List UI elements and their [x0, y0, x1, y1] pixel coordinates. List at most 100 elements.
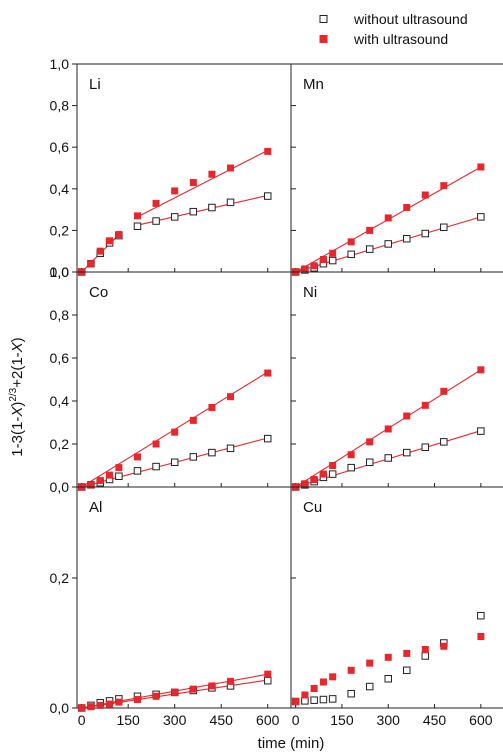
y-tick-label: 0,0 — [50, 700, 70, 716]
point-with-ultrasound — [310, 685, 318, 692]
point-with-ultrasound — [87, 260, 95, 268]
panel-mn: Mn — [290, 63, 503, 276]
point-with-ultrasound — [171, 428, 179, 436]
point-without-ultrasound — [421, 443, 430, 451]
x-tick-label: 600 — [256, 712, 280, 728]
point-with-ultrasound — [152, 692, 160, 700]
point-with-ultrasound — [115, 464, 123, 472]
point-without-ultrasound — [328, 470, 337, 478]
y-tick-label: 0,4 — [50, 181, 70, 197]
legend-label-with: with ultrasound — [353, 31, 448, 47]
point-with-ultrasound — [152, 440, 160, 448]
point-without-ultrasound — [152, 462, 160, 471]
point-with-ultrasound — [189, 416, 197, 424]
point-with-ultrasound — [208, 170, 216, 178]
point-without-ultrasound — [384, 454, 392, 462]
point-without-ultrasound — [403, 448, 411, 457]
point-with-ultrasound — [171, 187, 179, 195]
point-with-ultrasound — [384, 653, 392, 661]
x-tick-label: 150 — [116, 712, 140, 728]
x-axis-title: time (min) — [258, 735, 325, 752]
point-with-ultrasound — [106, 237, 114, 245]
panel-co: 0,0 0,2 0,4 0,6 0,8 1,0 Co — [50, 264, 291, 495]
y-tick-label: 1,0 — [50, 264, 70, 280]
point-with-ultrasound — [384, 425, 392, 433]
point-with-ultrasound — [227, 164, 235, 172]
point-without-ultrasound — [263, 434, 272, 443]
point-without-ultrasound — [347, 463, 355, 472]
x-tick-label: 600 — [469, 712, 493, 728]
point-with-ultrasound — [133, 212, 141, 220]
y-tick-label: 0,0 — [50, 264, 70, 280]
point-with-ultrasound — [477, 633, 485, 640]
point-without-ultrasound — [170, 458, 179, 467]
point-with-ultrasound — [189, 179, 197, 187]
point-with-ultrasound — [366, 659, 374, 667]
y-axis-title-part: 1-3(1- — [9, 417, 26, 457]
point-with-ultrasound — [87, 703, 95, 711]
y-axis-title-exponent: 2/3 — [8, 387, 19, 401]
point-with-ultrasound — [440, 387, 448, 395]
point-with-ultrasound — [421, 646, 429, 653]
y-tick-label: 0,2 — [50, 222, 70, 238]
point-without-ultrasound — [440, 438, 448, 446]
point-with-ultrasound — [152, 199, 160, 207]
point-without-ultrasound — [365, 682, 374, 691]
legend-marker-with — [319, 35, 328, 43]
point-without-ultrasound — [133, 467, 142, 475]
point-with-ultrasound — [106, 471, 114, 479]
point-with-ultrasound — [292, 698, 300, 705]
point-without-ultrasound — [403, 666, 411, 675]
point-with-ultrasound — [96, 477, 104, 485]
y-tick-label: 0,6 — [50, 139, 70, 155]
point-without-ultrasound — [208, 203, 216, 212]
x-tick-label: 300 — [377, 712, 401, 728]
x-tick-label: 450 — [210, 712, 234, 728]
point-without-ultrasound — [421, 652, 430, 660]
panel-cu: 0 150 300 450 600 Cu — [290, 486, 503, 728]
point-with-ultrasound — [347, 451, 355, 459]
point-with-ultrasound — [477, 366, 485, 374]
point-without-ultrasound — [477, 213, 485, 221]
point-without-ultrasound — [319, 695, 328, 704]
fit-lines — [81, 149, 268, 272]
point-with-ultrasound — [227, 677, 235, 685]
point-with-ultrasound — [329, 249, 337, 257]
x-tick-label: 300 — [163, 712, 187, 728]
point-with-ultrasound — [403, 204, 411, 212]
point-with-ultrasound — [384, 214, 392, 222]
point-without-ultrasound — [384, 240, 392, 248]
point-with-ultrasound — [264, 670, 272, 678]
point-with-ultrasound — [440, 182, 448, 190]
panel-label: Co — [89, 284, 108, 301]
x-tick-label: 0 — [292, 712, 300, 728]
panel-label: Mn — [303, 76, 324, 93]
y-tick-label: 0,0 — [50, 479, 70, 495]
point-with-ultrasound — [227, 393, 235, 401]
x-tick-label: 0 — [78, 712, 86, 728]
legend: without ultrasound with ultrasound — [319, 11, 468, 47]
point-with-ultrasound — [301, 480, 309, 488]
point-with-ultrasound — [264, 369, 272, 377]
point-with-ultrasound — [421, 401, 429, 409]
point-with-ultrasound — [329, 673, 337, 681]
point-with-ultrasound — [329, 462, 337, 469]
point-with-ultrasound — [208, 403, 216, 411]
point-with-ultrasound — [403, 412, 411, 420]
panel-li: 0,0 0,2 0,4 0,6 0,8 1,0 Li — [50, 56, 291, 280]
point-with-ultrasound — [78, 704, 86, 712]
point-without-ultrasound — [477, 427, 485, 435]
point-without-ultrasound — [328, 256, 337, 265]
point-without-ultrasound — [226, 444, 235, 453]
point-with-ultrasound — [264, 147, 272, 155]
panels: 0,0 0,2 0,4 0,6 0,8 1,0 Li Mn 0,0 0,2 0,4 0,6 0,8 1,0… — [50, 56, 503, 728]
point-without-ultrasound — [152, 217, 160, 225]
x-tick-label: 450 — [423, 712, 447, 728]
legend-marker-without — [319, 15, 328, 23]
point-with-ultrasound — [403, 649, 411, 657]
point-with-ultrasound — [96, 247, 104, 255]
point-without-ultrasound — [310, 696, 318, 704]
point-without-ultrasound — [301, 697, 309, 705]
point-without-ultrasound — [189, 207, 198, 216]
point-with-ultrasound — [477, 163, 485, 171]
